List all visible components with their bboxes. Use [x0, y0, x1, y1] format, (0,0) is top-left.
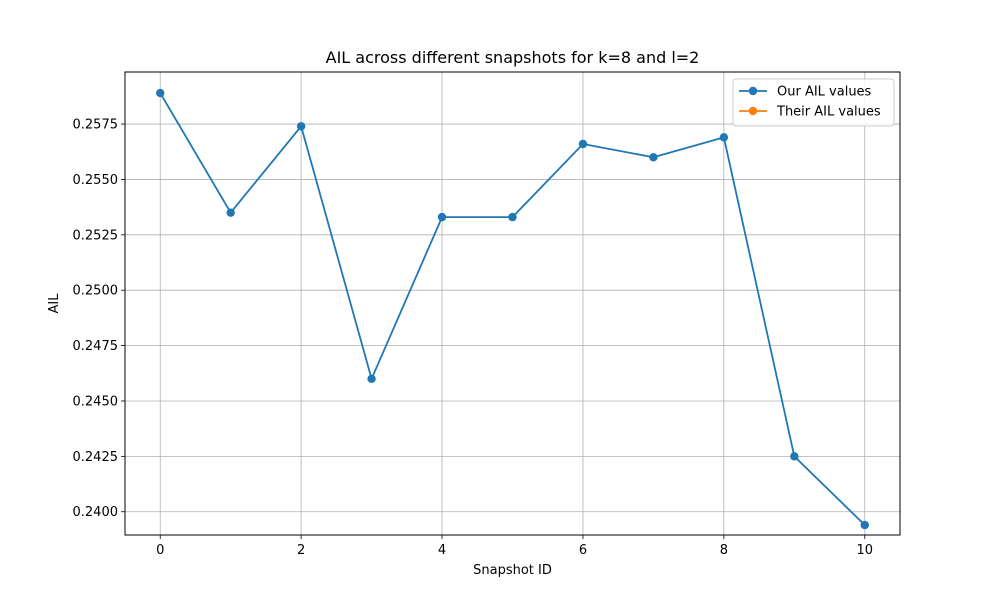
x-tick-label: 6 — [579, 543, 587, 558]
ticks-layer: 0 2 4 6 8 10 0.2400 0.2425 0.2450 0.2475 0.2500 0.2… — [73, 118, 874, 558]
x-tick-label: 8 — [720, 543, 728, 558]
y-tick-label: 0.2550 — [73, 173, 119, 188]
x-tick-label: 10 — [856, 543, 873, 558]
y-tick-label: 0.2400 — [73, 505, 119, 520]
data-point — [649, 153, 658, 162]
data-point — [719, 133, 729, 142]
data-point — [790, 452, 799, 461]
y-tick-label: 0.2500 — [73, 284, 119, 299]
data-point — [860, 520, 869, 530]
legend: Our AIL values Their AIL values — [732, 78, 895, 127]
data-point — [156, 88, 165, 98]
y-axis-label: AIL — [47, 293, 62, 314]
x-tick-label: 2 — [297, 543, 305, 558]
legend-box — [732, 78, 895, 127]
legend-label: Our AIL values — [777, 85, 872, 100]
y-tick-label: 0.2525 — [73, 228, 119, 243]
data-point — [226, 208, 235, 217]
chart-title: AIL across different snapshots for k=8 a… — [326, 48, 700, 67]
y-tick-label: 0.2450 — [73, 394, 119, 409]
legend-swatch-marker — [748, 106, 758, 116]
series-layer — [156, 88, 869, 530]
y-tick-label: 0.2425 — [73, 450, 119, 465]
data-point — [296, 122, 306, 131]
x-axis-label: Snapshot ID — [473, 563, 552, 578]
legend-label: Their AIL values — [776, 105, 881, 120]
y-tick-label: 0.2575 — [73, 118, 119, 133]
y-tick-label: 0.2475 — [73, 339, 119, 354]
legend-swatch-marker — [748, 86, 758, 96]
data-point — [367, 374, 376, 384]
data-point — [578, 139, 588, 149]
data-point — [437, 212, 447, 222]
x-tick-label: 0 — [156, 543, 164, 558]
data-point — [508, 212, 517, 222]
x-tick-label: 4 — [438, 543, 446, 558]
plot-frame — [124, 71, 901, 536]
grid-layer — [125, 72, 900, 535]
